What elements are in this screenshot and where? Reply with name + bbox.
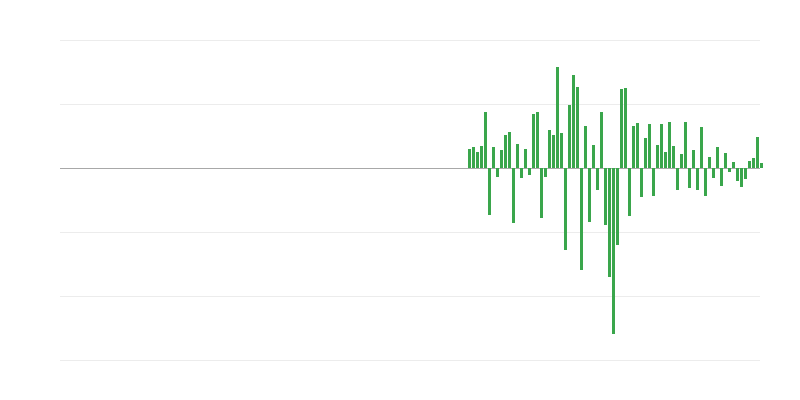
gridline (60, 360, 760, 361)
bar (624, 88, 627, 168)
bar (568, 105, 571, 168)
bar (544, 168, 547, 177)
bar (756, 137, 759, 168)
bar (500, 150, 503, 168)
bar (508, 132, 511, 168)
gridline (60, 296, 760, 297)
bar (472, 147, 475, 168)
bar (748, 161, 751, 168)
bar (580, 168, 583, 270)
bar (564, 168, 567, 250)
gridline (60, 40, 760, 41)
bar (716, 147, 719, 168)
bar (528, 168, 531, 175)
bar (612, 168, 615, 334)
bar (488, 168, 491, 215)
bar (684, 122, 687, 168)
gridline (60, 104, 760, 105)
bar (708, 157, 711, 168)
bar (616, 168, 619, 245)
bar (576, 87, 579, 168)
bar (752, 158, 755, 168)
bar (636, 123, 639, 168)
bar (584, 126, 587, 168)
bar (696, 168, 699, 190)
bar (692, 150, 695, 168)
bar (712, 168, 715, 178)
bar (644, 138, 647, 168)
bar (512, 168, 515, 223)
bar (504, 135, 507, 168)
bar (628, 168, 631, 216)
bar (476, 152, 479, 168)
bar (608, 168, 611, 277)
bar (676, 168, 679, 190)
gridline (60, 232, 760, 233)
bar (556, 67, 559, 168)
bar (724, 153, 727, 168)
bar (640, 168, 643, 197)
bar (672, 146, 675, 168)
bar (516, 144, 519, 168)
bar (668, 122, 671, 168)
bar (620, 89, 623, 168)
bar (652, 168, 655, 196)
bar (496, 168, 499, 177)
bar (760, 163, 763, 168)
bar (588, 168, 591, 222)
bar (740, 168, 743, 187)
bar (700, 127, 703, 168)
bar (540, 168, 543, 218)
bar (728, 168, 731, 172)
bar (596, 168, 599, 190)
bar (536, 112, 539, 168)
bar (604, 168, 607, 225)
bar (656, 145, 659, 168)
bar (492, 147, 495, 168)
bar (660, 124, 663, 168)
bar (572, 75, 575, 168)
bar (664, 152, 667, 168)
bar (468, 149, 471, 168)
bar (552, 135, 555, 168)
zero-axis-line (60, 168, 760, 169)
bar (680, 154, 683, 168)
bar (592, 145, 595, 168)
bar (484, 112, 487, 168)
bar (480, 146, 483, 168)
bar (548, 130, 551, 168)
bar (732, 162, 735, 168)
bar (704, 168, 707, 196)
bar (560, 133, 563, 168)
bar (524, 149, 527, 168)
bar (688, 168, 691, 188)
bar (736, 168, 739, 181)
bar (632, 126, 635, 168)
bar (520, 168, 523, 178)
bar (720, 168, 723, 186)
bar (532, 114, 535, 168)
bar (600, 112, 603, 168)
bar (744, 168, 747, 179)
bar (648, 124, 651, 168)
